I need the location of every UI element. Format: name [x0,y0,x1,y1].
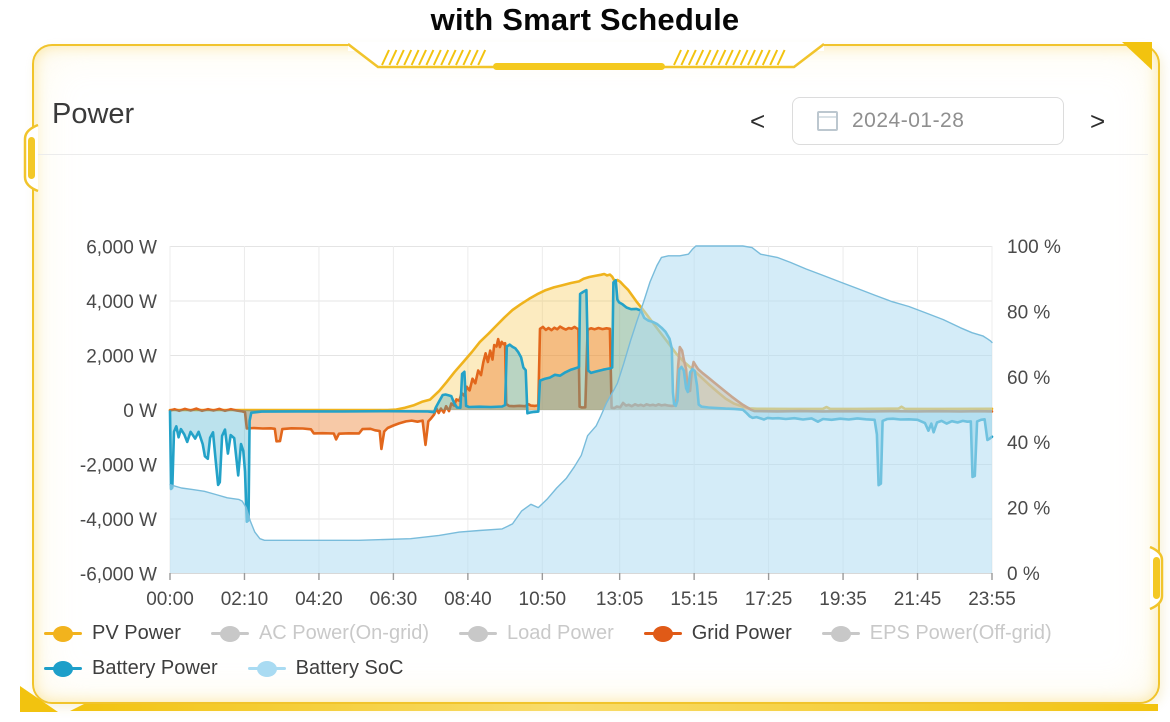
calendar-icon [817,111,838,131]
line-battery-soc [169,245,993,541]
y-left-tick-label: 4,000 W [86,292,157,313]
legend-label: Battery SoC [295,657,404,679]
y-left-tick-label: -2,000 W [80,456,157,477]
y-left-tick-label: 2,000 W [86,347,157,368]
legend-item-battery-power[interactable]: Battery Power [44,657,218,680]
x-tick-label: 06:30 [370,589,418,610]
legend-marker-icon [44,625,82,642]
legend-item-load-power[interactable]: Load Power [458,622,614,645]
page-title: with Smart Schedule [430,2,740,37]
legend-item-battery-soc[interactable]: Battery SoC [247,657,404,680]
x-tick-label: 00:00 [146,589,194,610]
legend-label: Battery Power [92,657,218,679]
x-tick-label: 02:10 [221,589,269,610]
x-tick-label: 19:35 [819,589,867,610]
x-tick-label: 13:05 [596,589,644,610]
x-tick-label: 08:40 [444,589,492,610]
x-tick-label: 15:15 [670,589,718,610]
y-left-tick-label: -6,000 W [80,565,157,586]
date-picker[interactable]: 2024-01-28 [792,97,1064,145]
legend-label: Grid Power [691,622,792,644]
next-day-button[interactable]: > [1090,106,1106,136]
y-right-tick-label: 100 % [1007,237,1061,258]
legend-marker-icon [210,625,249,642]
previous-day-button[interactable]: < [750,106,766,136]
legend-label: Load Power [506,622,614,644]
power-chart-canvas[interactable]: 00:00 02:10 04:20 06:30 08:40 10:50 13:05 15:15… [34,176,1158,636]
legend: PV Power AC Power(On-grid) Load Power Grid … [44,622,1162,680]
y-right-tick-label: 60 % [1007,368,1050,389]
x-tick-label: 23:55 [968,589,1016,610]
area-pv-power [170,274,992,410]
legend-item-grid-power[interactable]: Grid Power [643,622,792,645]
legend-marker-icon [458,625,497,642]
x-tick-label: 17:25 [745,589,793,610]
x-tick-label: 21:45 [894,589,942,610]
top-banner-decoration [348,42,824,70]
date-value: 2024-01-28 [852,109,965,132]
y-right-tick-label: 80 % [1007,302,1050,323]
frame-bottom-bar [70,704,1158,711]
y-right-tick-label: 40 % [1007,433,1050,454]
y-right-tick-label: 20 % [1007,499,1050,520]
header-divider [36,154,1148,155]
legend-label: AC Power(On-grid) [258,622,429,644]
legend-item-eps-power-off-grid-[interactable]: EPS Power(Off-grid) [821,622,1052,645]
frame-right-notch [1149,546,1164,610]
legend-marker-icon [643,625,682,642]
y-left-tick-label: 6,000 W [86,238,157,259]
frame-left-notch [23,124,39,192]
y-left-tick-label: 0 W [123,401,157,422]
area-battery-power [170,280,992,522]
x-tick-label: 04:20 [295,589,343,610]
area-grid-power [170,326,992,449]
y-left-tick-label: -4,000 W [80,510,157,531]
area-battery-soc [170,246,992,573]
legend-item-pv-power[interactable]: PV Power [44,622,181,645]
x-tick-label: 10:50 [519,589,567,610]
legend-label: PV Power [92,622,181,644]
power-card: Power < 2024-01-28 > 00:00 02:10 04:20 06:3… [32,44,1160,704]
legend-marker-icon [821,625,860,642]
panel-heading: Power [52,98,135,130]
legend-item-ac-power-on-grid-[interactable]: AC Power(On-grid) [210,622,429,645]
y-right-tick-label: 0 % [1007,564,1040,585]
legend-marker-icon [247,660,286,677]
legend-label: EPS Power(Off-grid) [869,622,1052,644]
legend-marker-icon [44,660,82,677]
